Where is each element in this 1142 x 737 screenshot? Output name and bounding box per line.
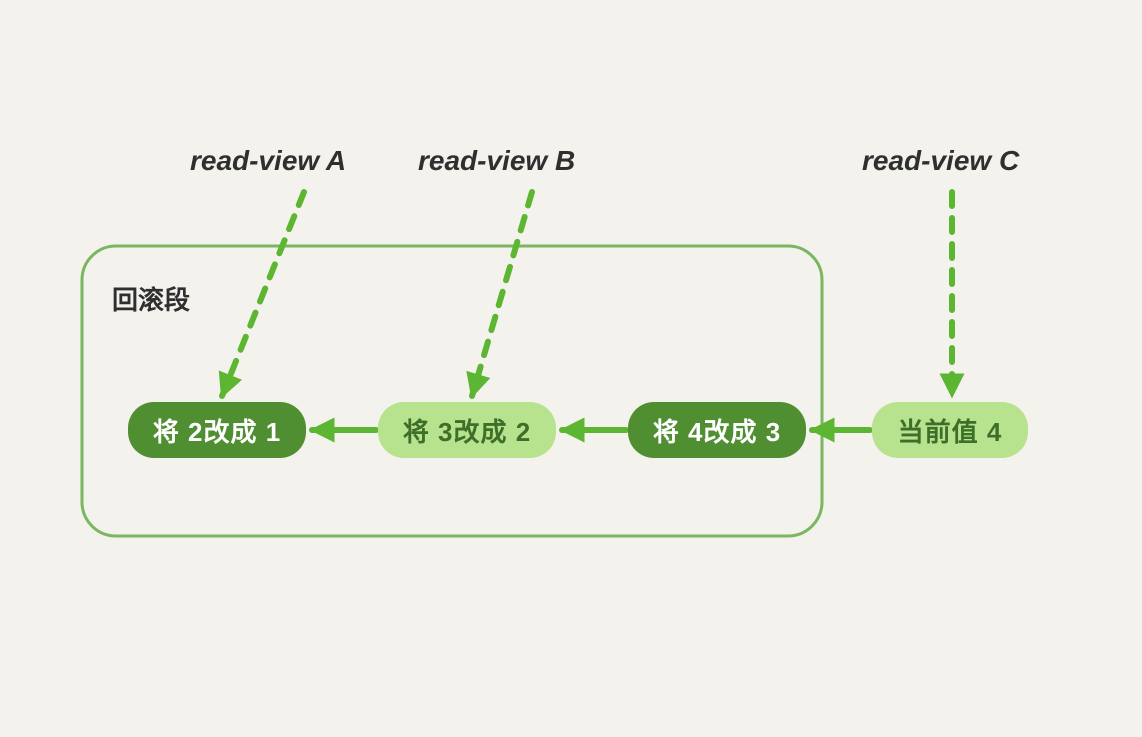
node-n2-label: 将 3改成 2	[403, 412, 531, 449]
node-n4-label: 当前值 4	[898, 412, 1003, 449]
rollback-box-title: 回滚段	[112, 280, 190, 317]
read-view-a-label: read-view A	[190, 145, 346, 177]
node-n4: 当前值 4	[872, 402, 1028, 458]
diagram-canvas: 回滚段 read-view A read-view B read-view C 将 2改…	[0, 0, 1142, 737]
node-n1: 将 2改成 1	[128, 402, 306, 458]
node-n1-label: 将 2改成 1	[153, 412, 281, 449]
read-view-c-label: read-view C	[862, 145, 1019, 177]
node-n3-label: 将 4改成 3	[653, 412, 781, 449]
node-n2: 将 3改成 2	[378, 402, 556, 458]
rollback-box	[82, 246, 822, 536]
dashed-d-a-n1	[222, 192, 304, 396]
node-n3: 将 4改成 3	[628, 402, 806, 458]
diagram-svg	[0, 0, 1142, 737]
read-view-b-label: read-view B	[418, 145, 575, 177]
dashed-d-b-n2	[472, 192, 532, 396]
